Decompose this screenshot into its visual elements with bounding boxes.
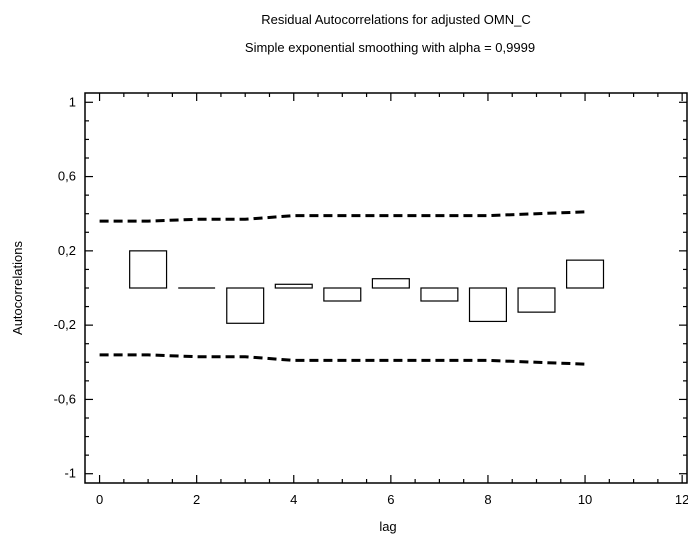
y-axis-label: Autocorrelations: [10, 241, 25, 335]
acf-bar: [565, 259, 605, 289]
x-tick-label: 2: [193, 492, 200, 507]
acf-bar: [468, 287, 508, 323]
x-tick-label: 6: [387, 492, 394, 507]
acf-bar: [274, 283, 313, 289]
upper-limit-line: [99, 210, 586, 223]
acf-bar: [129, 250, 168, 289]
acf-bar: [226, 287, 265, 324]
acf-bar: [371, 278, 410, 289]
y-tick-label: 0,6: [58, 169, 76, 184]
axis-ticks: [85, 93, 687, 483]
acf-bar: [517, 287, 556, 313]
autocorrelation-bars: [129, 250, 605, 324]
tick-labels: 0 2 4 6 8 10 12 1 0,6 0,2 -0,2 -0,6 -1: [54, 94, 688, 507]
y-tick-label: -0,2: [54, 317, 76, 332]
acf-bar: [420, 287, 459, 302]
x-tick-label: 12: [675, 492, 688, 507]
chart-title: Residual Autocorrelations for adjusted O…: [261, 12, 531, 27]
y-tick-label: 1: [69, 94, 76, 109]
acf-bar: [323, 287, 362, 302]
x-axis-label: lag: [379, 519, 396, 534]
probability-limits: [99, 210, 586, 366]
x-tick-label: 4: [290, 492, 297, 507]
chart-subtitle: Simple exponential smoothing with alpha …: [245, 40, 535, 55]
y-tick-label: -1: [64, 466, 76, 481]
y-tick-label: -0,6: [54, 391, 76, 406]
x-tick-label: 10: [578, 492, 592, 507]
y-tick-label: 0,2: [58, 243, 76, 258]
lower-limit-line: [99, 353, 586, 366]
x-tick-label: 0: [96, 492, 103, 507]
x-tick-label: 8: [484, 492, 491, 507]
